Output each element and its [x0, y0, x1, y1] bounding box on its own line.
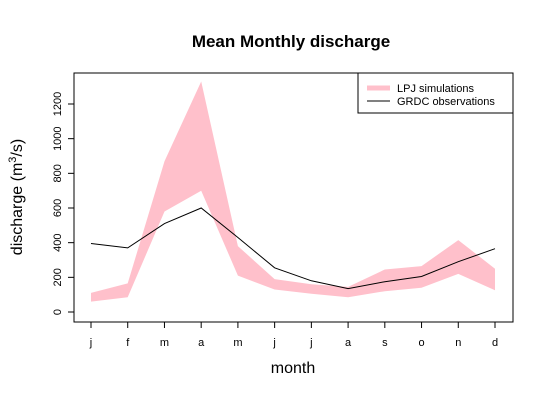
x-tick-label: o [418, 337, 424, 349]
lpj-band [91, 81, 495, 302]
line-layer [90, 207, 496, 290]
plot-frame [73, 72, 514, 323]
x-tick-label: f [126, 337, 130, 349]
band-layer [91, 81, 495, 302]
x-tick-label: j [309, 337, 312, 349]
y-axis-title-prefix: discharge (m [9, 163, 26, 255]
x-axis-title: month [271, 360, 315, 377]
legend-box [357, 72, 514, 114]
y-tick-label: 1000 [52, 126, 64, 150]
x-tick-label: s [382, 337, 388, 349]
x-tick-label: n [455, 337, 461, 349]
grdc-line [90, 207, 496, 290]
x-tick-label: m [160, 337, 169, 349]
y-axis: 0 200 400 600 800 1000 1200 [52, 92, 74, 315]
y-tick-label: 600 [52, 199, 64, 217]
x-tick-label: j [89, 337, 92, 349]
x-tick-label: d [492, 337, 498, 349]
y-tick-label: 200 [52, 268, 64, 286]
legend-label-grdc: GRDC observations [397, 96, 495, 108]
y-axis-title-sup: 3 [7, 157, 19, 163]
y-tick-label: 0 [52, 309, 64, 315]
x-tick-label: a [198, 337, 205, 349]
y-tick-label: 800 [52, 164, 64, 182]
legend-label-lpj: LPJ simulations [397, 83, 475, 95]
y-axis-title-suffix: /s) [9, 139, 26, 157]
y-axis-title: discharge (m3/s) [7, 139, 26, 255]
x-tick-label: m [233, 337, 242, 349]
x-tick-label: a [345, 337, 352, 349]
chart-title: Mean Monthly discharge [192, 32, 390, 51]
y-tick-label: 400 [52, 234, 64, 252]
legend: LPJ simulations GRDC observations [357, 72, 514, 114]
x-tick-label: j [272, 337, 275, 349]
y-tick-label: 1200 [52, 92, 64, 116]
